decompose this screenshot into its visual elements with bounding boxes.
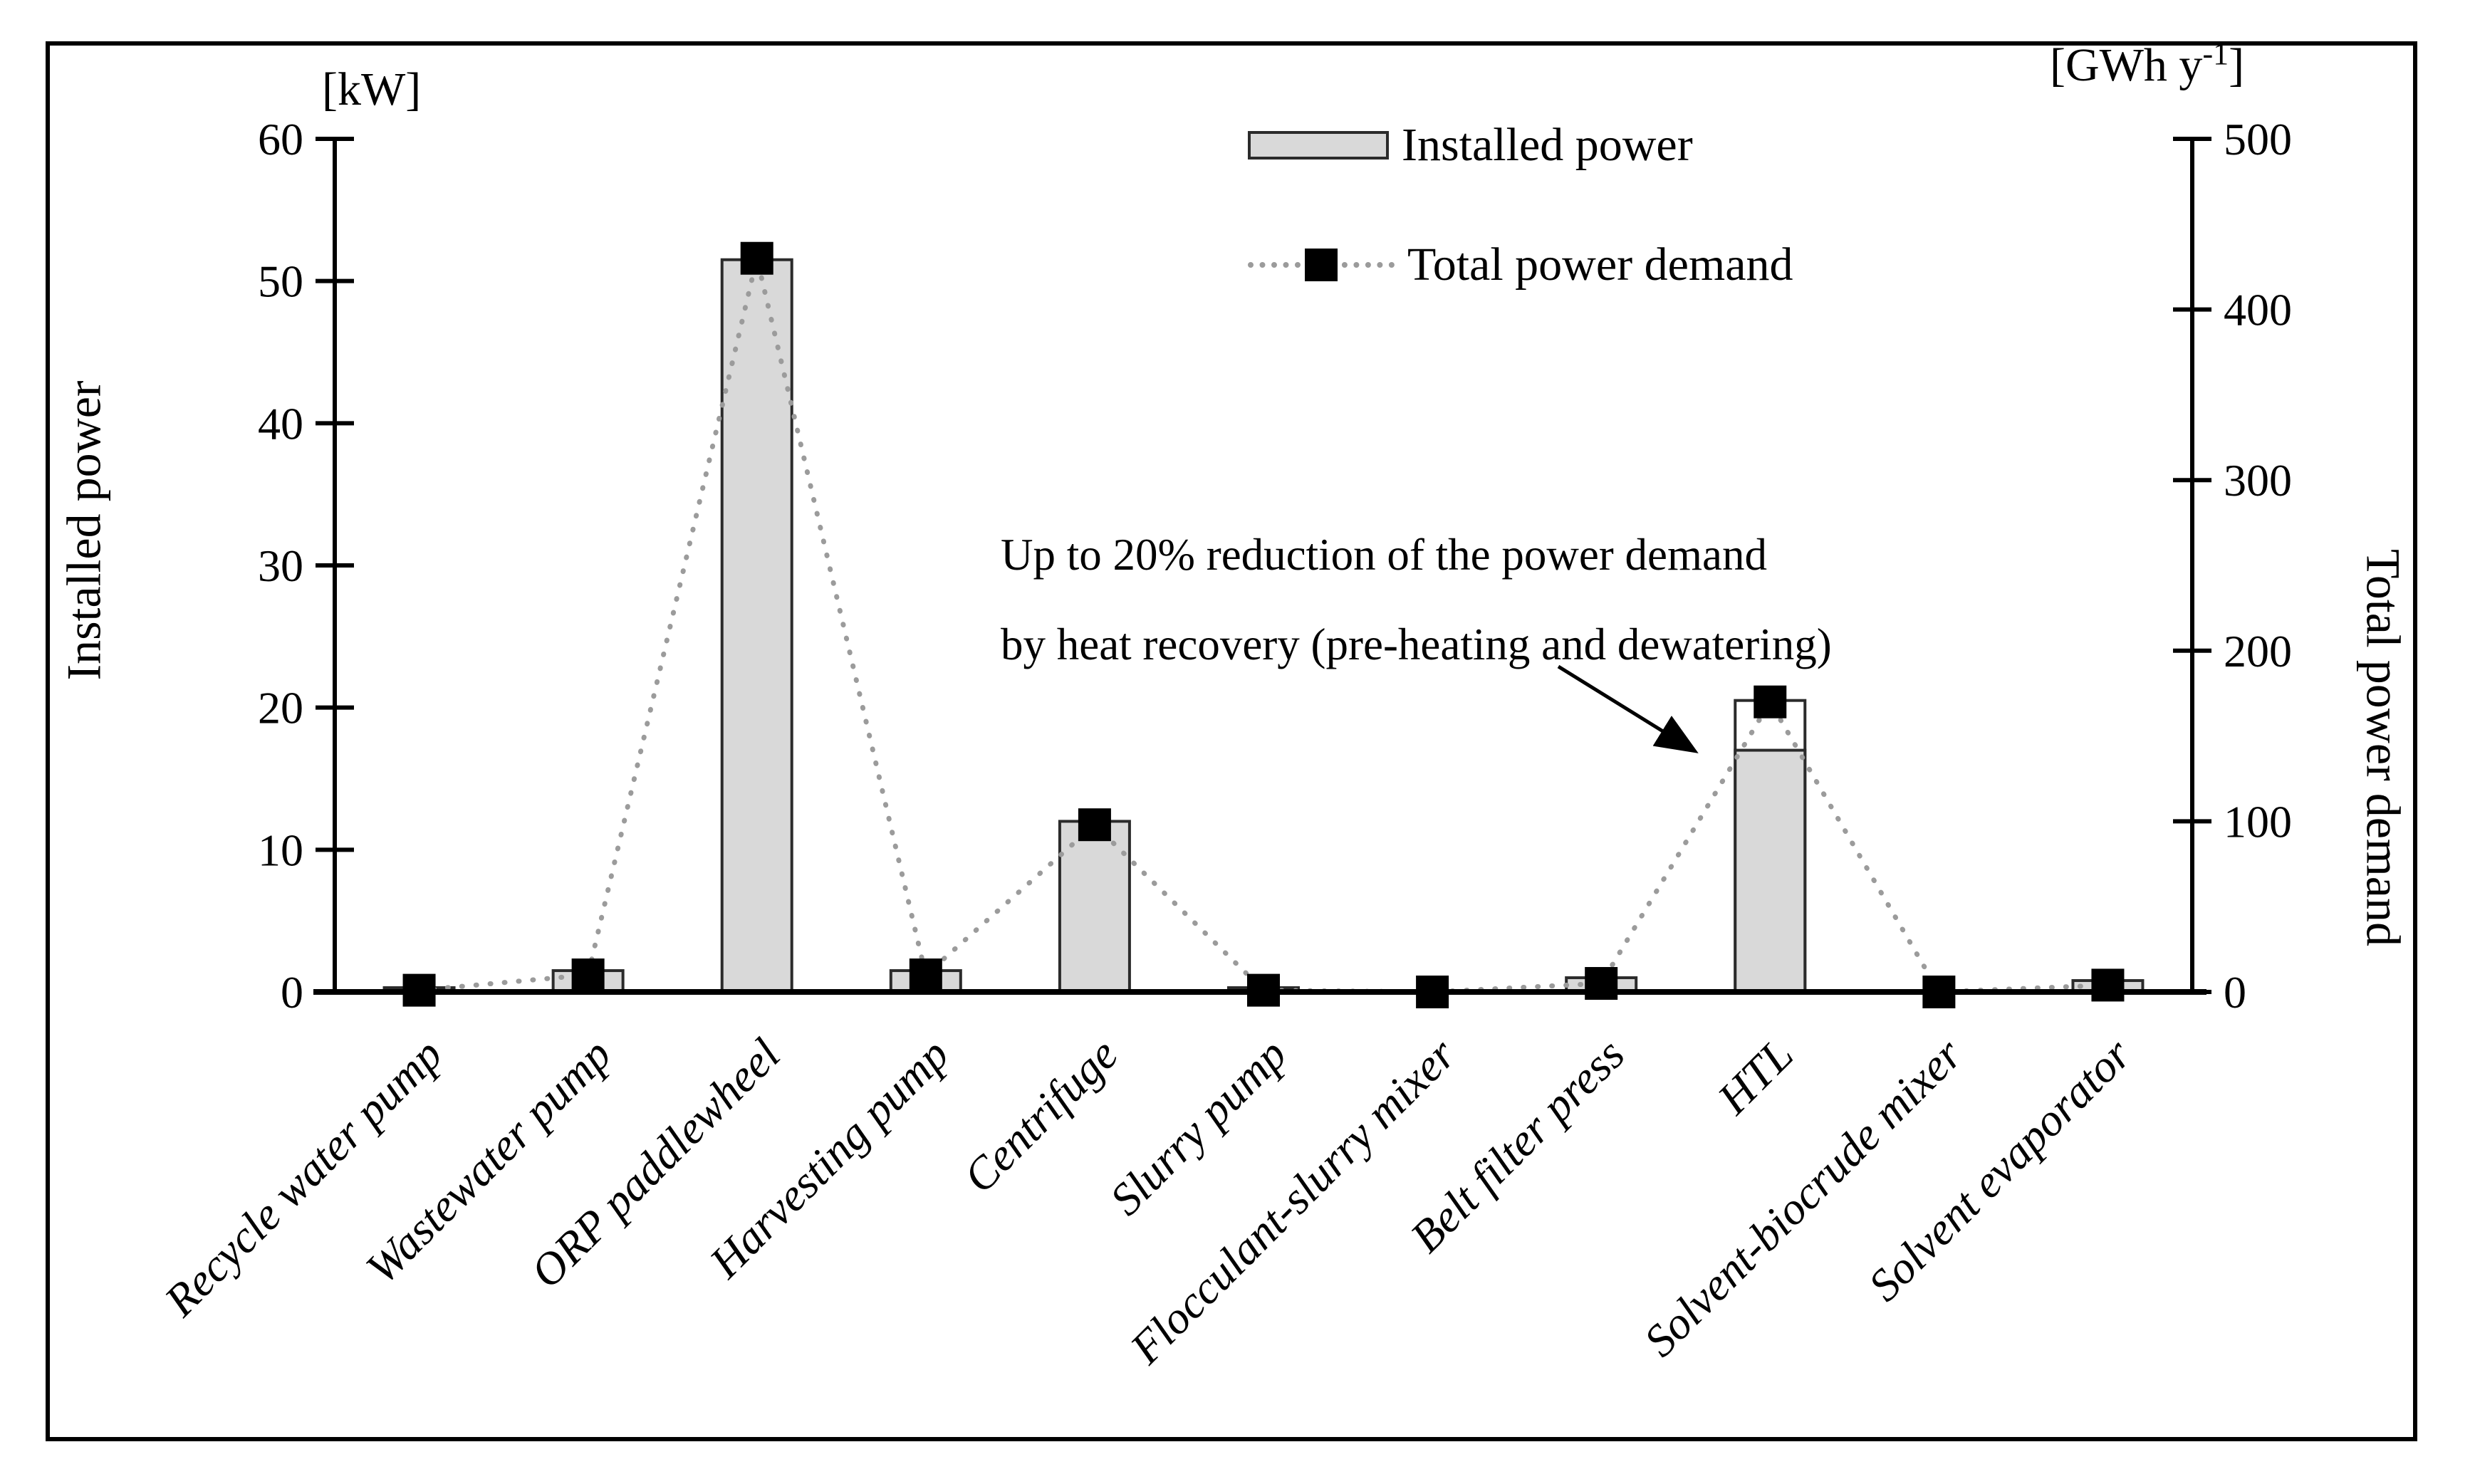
right-axis-tick-label: 100 — [2224, 796, 2292, 847]
annotation-arrow — [1557, 664, 1699, 753]
legend-item-installed-power: Installed power — [1248, 113, 1793, 178]
left-axis-tick-label: 30 — [258, 540, 303, 591]
total-power-demand-marker — [1585, 967, 1618, 1000]
left-axis-tick-label: 10 — [258, 825, 303, 875]
total-power-demand-marker — [909, 958, 942, 992]
left-axis-tick-label: 60 — [258, 114, 303, 164]
bar — [1734, 748, 1807, 993]
chart-frame — [46, 41, 2417, 1441]
annotation-line-2: by heat recovery (pre-heating and dewate… — [1001, 620, 1832, 669]
legend-dotted-line-swatch — [1248, 247, 1395, 283]
left-axis-title: Installed power — [56, 380, 111, 681]
right-axis-tick-label: 200 — [2224, 626, 2292, 676]
category-label: Solvent-biocrude mixer — [1635, 1028, 1972, 1366]
right-axis-tick-label: 0 — [2224, 967, 2246, 1018]
right-axis-tick-label: 400 — [2224, 285, 2292, 335]
right-axis-tick-label: 300 — [2224, 455, 2292, 506]
total-power-demand-marker — [1078, 808, 1111, 842]
right-axis-tick-label: 500 — [2224, 114, 2292, 164]
right-axis-unit-superscript: -1 — [2202, 36, 2229, 71]
annotation-line-1: Up to 20% reduction of the power demand — [1001, 530, 1767, 580]
legend-bar-swatch — [1248, 131, 1389, 160]
legend: Installed power Total power demand — [1248, 113, 1793, 352]
total-power-demand-marker — [2091, 968, 2125, 1002]
right-axis-title: Total power demand — [2356, 549, 2411, 946]
right-axis-unit: [GWh y-1] — [2050, 36, 2244, 93]
category-label: HTL — [1707, 1029, 1803, 1124]
legend-item-total-power-demand: Total power demand — [1248, 232, 1793, 298]
category-label: Centrifuge — [954, 1029, 1127, 1203]
category-label: Flocculant-slurry mixer — [1120, 1028, 1465, 1374]
right-axis-unit-suffix: ] — [2229, 39, 2245, 91]
left-axis-tick-label: 40 — [258, 398, 303, 449]
legend-label-total-power-demand: Total power demand — [1407, 239, 1793, 291]
left-axis-tick-label: 0 — [281, 967, 303, 1018]
category-label: Recycle water pump — [155, 1029, 452, 1327]
bar — [720, 258, 793, 993]
left-axis-tick-label: 20 — [258, 683, 303, 733]
annotation-heat-recovery: Up to 20% reduction of the power demand … — [1001, 510, 1832, 689]
left-axis-unit: [kW] — [322, 63, 422, 115]
total-power-demand-marker — [1754, 685, 1787, 719]
total-power-demand-marker — [571, 958, 605, 992]
total-power-demand-marker — [740, 241, 773, 275]
legend-square-marker-icon — [1305, 249, 1338, 281]
legend-label-installed-power: Installed power — [1402, 119, 1693, 171]
left-axis-tick-label: 50 — [258, 256, 303, 307]
right-axis-unit-prefix: [GWh y — [2050, 39, 2203, 91]
